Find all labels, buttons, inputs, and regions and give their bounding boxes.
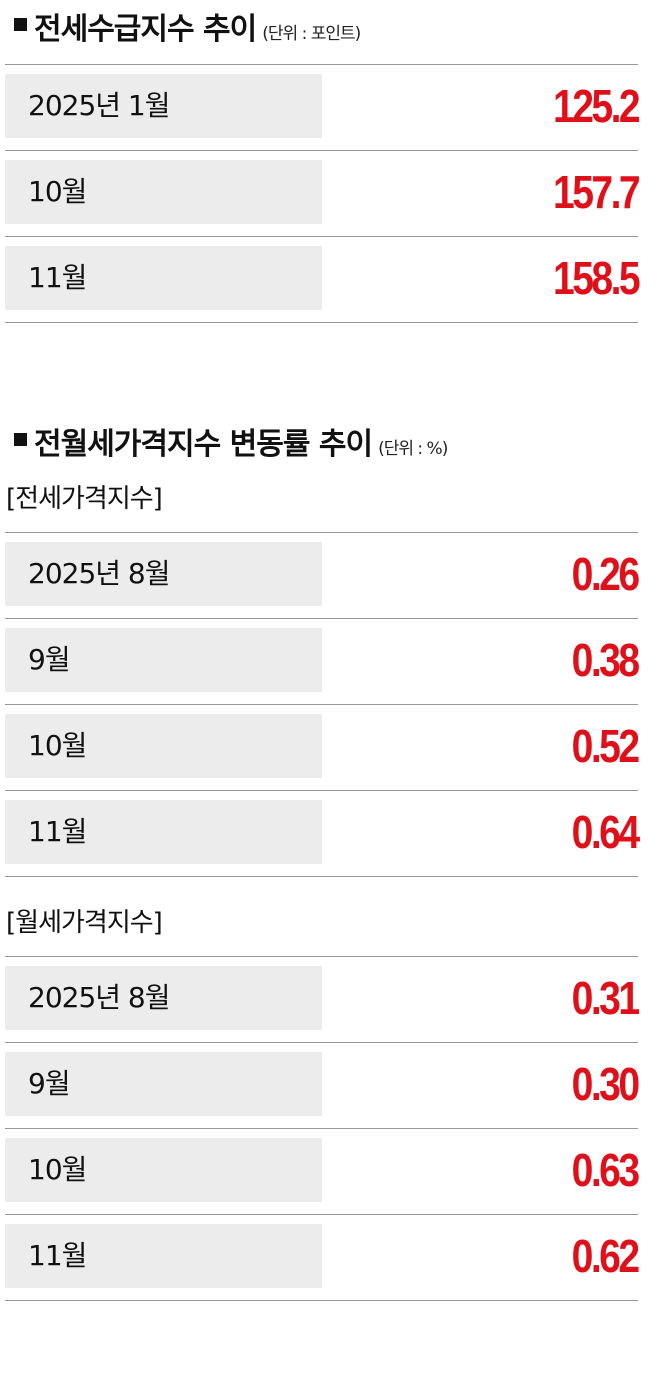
row-value: 0.38 [572, 634, 640, 686]
label-cell [5, 628, 322, 692]
label-cell [5, 160, 322, 224]
row-value: 0.62 [572, 1230, 640, 1282]
row-value: 158.5 [552, 252, 641, 304]
row-label: 2025년 1월 [28, 89, 170, 122]
row-label: 2025년 8월 [28, 557, 170, 590]
unit-note: (단위 : %) [378, 439, 448, 459]
rule [5, 322, 638, 323]
rule [5, 876, 638, 877]
row-value: 157.7 [552, 166, 641, 218]
rule [5, 1300, 638, 1301]
row-label: 11월 [28, 1239, 87, 1272]
rule [5, 618, 638, 619]
section-title-text: 전월세가격지수 변동률 추이 [34, 427, 373, 462]
unit-note: (단위 : 포인트) [262, 24, 361, 44]
row-label: 10월 [28, 729, 87, 762]
group-label: [월세가격지수] [6, 908, 163, 938]
label-cell [5, 800, 322, 864]
section-title: 전세수급지수 추이 (단위 : 포인트) [34, 4, 361, 48]
group-label: [전세가격지수] [6, 484, 163, 514]
label-cell [5, 1224, 322, 1288]
row-value: 0.26 [572, 548, 640, 600]
row-value: 0.52 [572, 720, 640, 772]
rule [5, 790, 638, 791]
label-cell [5, 1052, 322, 1116]
rule [5, 1042, 638, 1043]
rule [5, 1128, 638, 1129]
row-label: 10월 [28, 1153, 87, 1186]
row-label: 9월 [28, 1067, 71, 1100]
row-value: 0.64 [572, 806, 640, 858]
rule [5, 150, 638, 151]
section-title-text: 전세수급지수 추이 [34, 12, 257, 47]
label-cell [5, 246, 322, 310]
row-label: 11월 [28, 815, 87, 848]
label-cell [5, 74, 322, 138]
label-cell [5, 542, 322, 606]
row-label: 10월 [28, 175, 87, 208]
label-cell [5, 714, 322, 778]
bullet [14, 18, 27, 31]
row-value: 0.31 [572, 972, 640, 1024]
rule [5, 532, 638, 533]
row-label: 11월 [28, 261, 87, 294]
row-value: 0.30 [572, 1058, 640, 1110]
row-value: 125.2 [552, 80, 641, 132]
row-label: 2025년 8월 [28, 981, 170, 1014]
rule [5, 704, 638, 705]
label-cell [5, 1138, 322, 1202]
bullet [14, 433, 27, 446]
row-label: 9월 [28, 643, 71, 676]
rule [5, 64, 638, 65]
rule [5, 956, 638, 957]
row-value: 0.63 [572, 1144, 640, 1196]
rule [5, 236, 638, 237]
section-title: 전월세가격지수 변동률 추이 (단위 : %) [34, 419, 448, 463]
rule [5, 1214, 638, 1215]
label-cell [5, 966, 322, 1030]
